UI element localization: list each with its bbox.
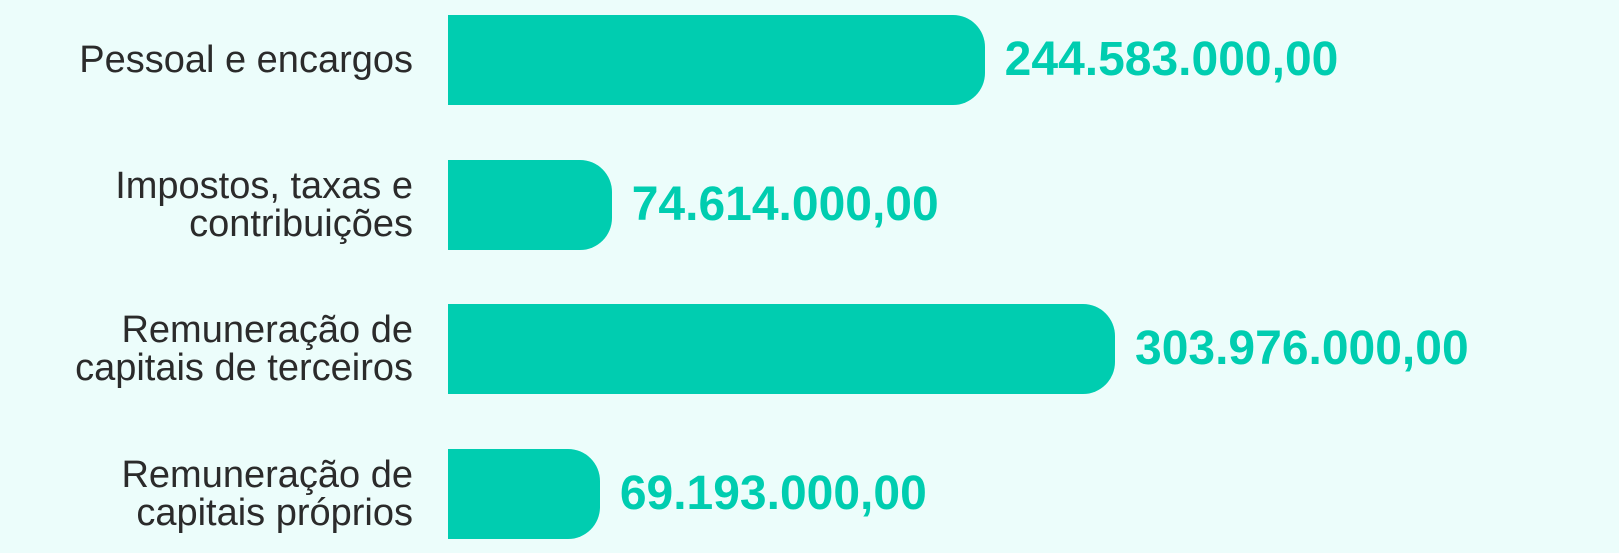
category-label: Remuneração de capitais de terceiros bbox=[75, 309, 413, 389]
value-label: 244.583.000,00 bbox=[1004, 33, 1339, 86]
bar bbox=[448, 15, 985, 105]
bar-row: Pessoal e encargos 244.583.000,00 bbox=[0, 15, 1619, 105]
category-label-box: Remuneração de capitais próprios bbox=[0, 449, 413, 539]
bar-row: Remuneração de capitais próprios 69.193.0… bbox=[0, 448, 1619, 539]
category-label-box: Impostos, taxas e contribuições bbox=[0, 160, 413, 250]
category-label: Impostos, taxas e contribuições bbox=[115, 164, 413, 245]
category-label: Remuneração de capitais próprios bbox=[121, 453, 413, 534]
value-label: 74.614.000,00 bbox=[631, 177, 939, 231]
value-label: 303.976.000,00 bbox=[1135, 322, 1469, 375]
category-label-box: Remuneração de capitais de terceiros bbox=[0, 304, 413, 394]
category-label: Pessoal e encargos bbox=[79, 39, 413, 81]
category-label-box: Pessoal e encargos bbox=[0, 15, 413, 105]
bar bbox=[448, 159, 612, 250]
bar bbox=[448, 448, 600, 539]
bar-row: Remuneração de capitais de terceiros 303.… bbox=[0, 304, 1619, 394]
value-label: 69.193.000,00 bbox=[619, 466, 927, 520]
bar bbox=[448, 304, 1115, 394]
bar-row: Impostos, taxas e contribuições 74.614.00… bbox=[0, 159, 1619, 250]
